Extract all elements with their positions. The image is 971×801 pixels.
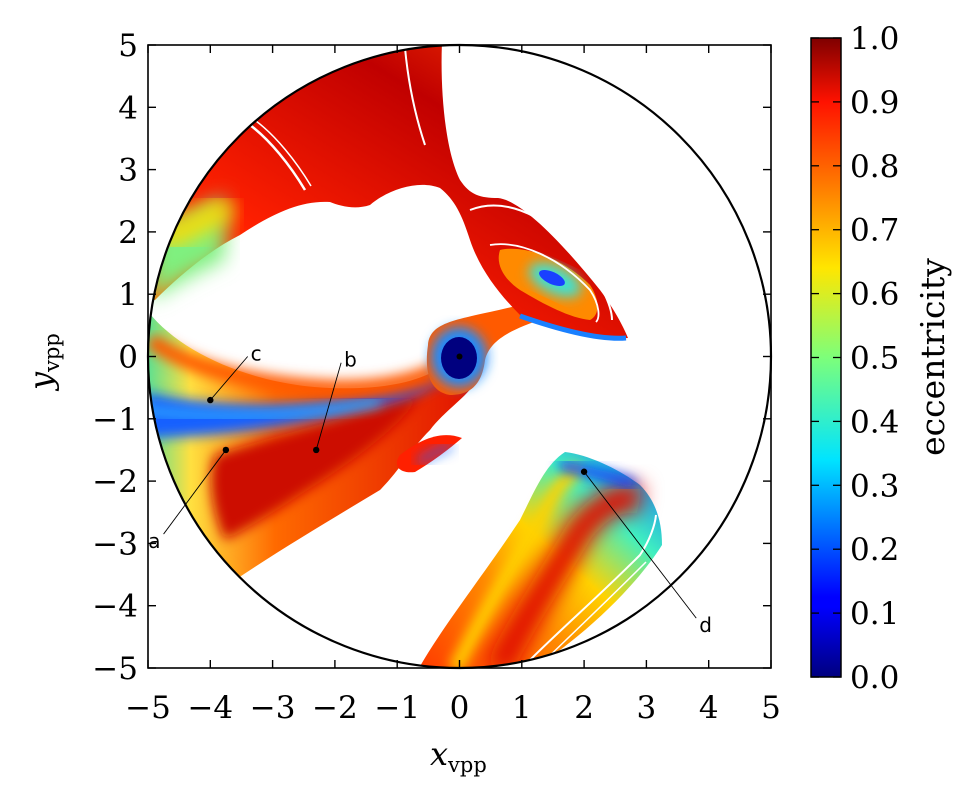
x-tick-label: 0 — [450, 690, 470, 726]
colorbar-tick-label: 1.0 — [850, 21, 899, 57]
annotation-point-d — [580, 468, 588, 475]
center-point-marker — [456, 353, 463, 360]
annotation-leader-b — [315, 362, 342, 451]
annotation-label-b: b — [344, 348, 357, 372]
colorbar-title: eccentricity — [913, 258, 952, 456]
y-tick-label: 3 — [118, 153, 138, 189]
colorbar-tick-label: 0.6 — [850, 277, 899, 313]
region-left-wedge — [148, 300, 478, 578]
y-tick-label: −5 — [92, 651, 138, 687]
y-tick-label: −2 — [92, 464, 138, 500]
x-axis-title: xvpp — [430, 735, 487, 777]
colorbar-tick-label: 0.5 — [850, 341, 899, 377]
colorbar-tick-label: 0.2 — [850, 532, 899, 568]
colorbar-tick-label: 0.3 — [850, 468, 899, 504]
y-tick-label: −3 — [92, 526, 138, 562]
y-axis-title: yvpp — [22, 333, 64, 392]
y-axis-ticks: −5 −4 −3 −2 −1 0 1 2 3 4 5 — [92, 28, 771, 687]
annotation-label-a: a — [148, 529, 160, 553]
colorbar-tick-label: 0.9 — [850, 85, 899, 121]
x-tick-label: −1 — [374, 690, 420, 726]
y-tick-label: −4 — [92, 589, 138, 625]
heatmap-area — [148, 45, 662, 668]
colorbar-tick-label: 0.4 — [850, 404, 899, 440]
annotation-leader-c — [209, 356, 249, 401]
region-lower-band — [418, 452, 662, 668]
x-tick-label: 4 — [699, 690, 719, 726]
annotation-leader-a — [163, 449, 227, 535]
colorbar-tick-label: 0.1 — [850, 596, 899, 632]
y-tick-label: 4 — [118, 90, 138, 126]
x-tick-label: 1 — [512, 690, 532, 726]
x-tick-label: 5 — [761, 690, 781, 726]
region-upper-fan — [148, 45, 628, 341]
annotation-point-c — [207, 396, 214, 404]
y-tick-label: 5 — [118, 28, 138, 64]
x-tick-label: 2 — [574, 690, 594, 726]
x-tick-label: −3 — [250, 690, 296, 726]
annotation-point-a — [222, 446, 230, 454]
colorbar-tick-label: 0.8 — [850, 149, 899, 185]
x-tick-label: −2 — [312, 690, 358, 726]
annotation-point-b — [313, 446, 320, 454]
y-tick-label: 2 — [118, 215, 138, 251]
colorbar-tick-label: 0.0 — [850, 660, 899, 696]
point-annotations: a b c d — [148, 342, 712, 638]
annotation-label-d: d — [699, 613, 712, 637]
annotation-leader-d — [583, 471, 697, 619]
y-tick-label: 1 — [118, 277, 138, 313]
x-tick-label: 3 — [637, 690, 657, 726]
y-tick-label: −1 — [92, 402, 138, 438]
x-tick-label: −4 — [187, 690, 233, 726]
x-axis-ticks: −5 −4 −3 −2 −1 0 1 2 3 4 5 — [125, 45, 781, 726]
colorbar-tick-label: 0.7 — [850, 213, 899, 249]
annotation-label-c: c — [251, 342, 262, 366]
x-tick-label: −5 — [125, 690, 171, 726]
y-tick-label: 0 — [118, 340, 138, 376]
colorbar-ticks: 0.0 0.1 0.2 0.3 0.4 0.5 0.6 0.7 0.8 0.9 1.0 — [811, 21, 899, 696]
